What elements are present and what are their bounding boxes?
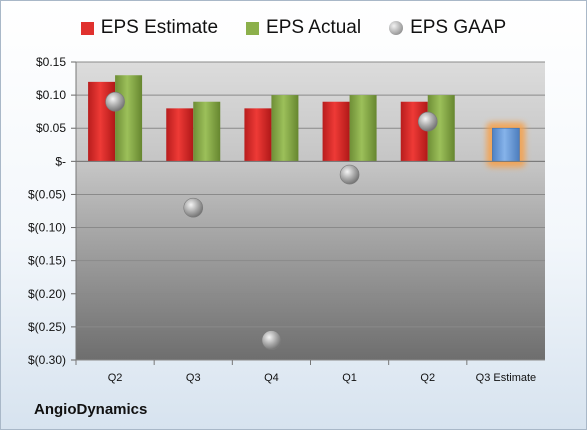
dot-eps-gaap bbox=[339, 164, 360, 185]
y-tick-label: $(0.25) bbox=[28, 320, 66, 334]
chart-legend: EPS Estimate EPS Actual EPS GAAP bbox=[0, 14, 587, 42]
legend-swatch-eps-estimate bbox=[80, 21, 94, 35]
dot-eps-gaap bbox=[105, 91, 125, 112]
y-tick-label: $0.05 bbox=[36, 121, 66, 135]
plot-area bbox=[76, 62, 545, 360]
bar-eps-estimate bbox=[400, 101, 428, 162]
bar-eps-estimate bbox=[166, 108, 194, 162]
legend-item-eps-actual: EPS Actual bbox=[246, 17, 361, 39]
bar-eps-actual bbox=[349, 95, 377, 162]
x-tick-label: Q2 bbox=[420, 372, 435, 384]
x-tick-label: Q3 Estimate bbox=[476, 372, 537, 384]
legend-label-eps-gaap: EPS GAAP bbox=[410, 17, 507, 38]
dot-eps-gaap bbox=[261, 330, 282, 350]
y-tick-label: $0.10 bbox=[36, 88, 66, 102]
bar-eps-actual bbox=[193, 101, 221, 162]
x-tick-label: Q4 bbox=[264, 372, 279, 384]
y-tick-label: $(0.10) bbox=[28, 221, 66, 235]
company-name: AngioDynamics bbox=[34, 401, 148, 418]
bar-q3-estimate bbox=[492, 127, 520, 162]
dot-eps-gaap bbox=[417, 111, 438, 132]
y-tick-label: $(0.20) bbox=[28, 287, 66, 301]
dot-eps-gaap bbox=[183, 197, 204, 218]
legend-item-eps-gaap: EPS GAAP bbox=[389, 17, 506, 39]
legend-swatch-eps-actual bbox=[246, 21, 260, 35]
x-tick-label: Q1 bbox=[342, 372, 357, 384]
x-tick-label: Q3 bbox=[186, 372, 201, 384]
x-tick-label: Q2 bbox=[108, 372, 123, 384]
y-tick-label: $- bbox=[55, 154, 66, 168]
bar-eps-actual bbox=[271, 95, 299, 162]
legend-item-eps-estimate: EPS Estimate bbox=[80, 17, 219, 39]
y-tick-label: $(0.15) bbox=[28, 254, 66, 268]
y-tick-label: $(0.05) bbox=[28, 187, 66, 201]
legend-label-eps-estimate: EPS Estimate bbox=[100, 17, 219, 38]
bar-eps-actual bbox=[115, 75, 143, 162]
y-tick-label: $(0.30) bbox=[28, 353, 66, 367]
bar-eps-estimate bbox=[244, 108, 272, 162]
legend-label-eps-actual: EPS Actual bbox=[266, 17, 362, 38]
bar-eps-estimate bbox=[322, 101, 350, 162]
y-tick-label: $0.15 bbox=[36, 55, 66, 69]
legend-swatch-eps-gaap bbox=[389, 21, 404, 35]
